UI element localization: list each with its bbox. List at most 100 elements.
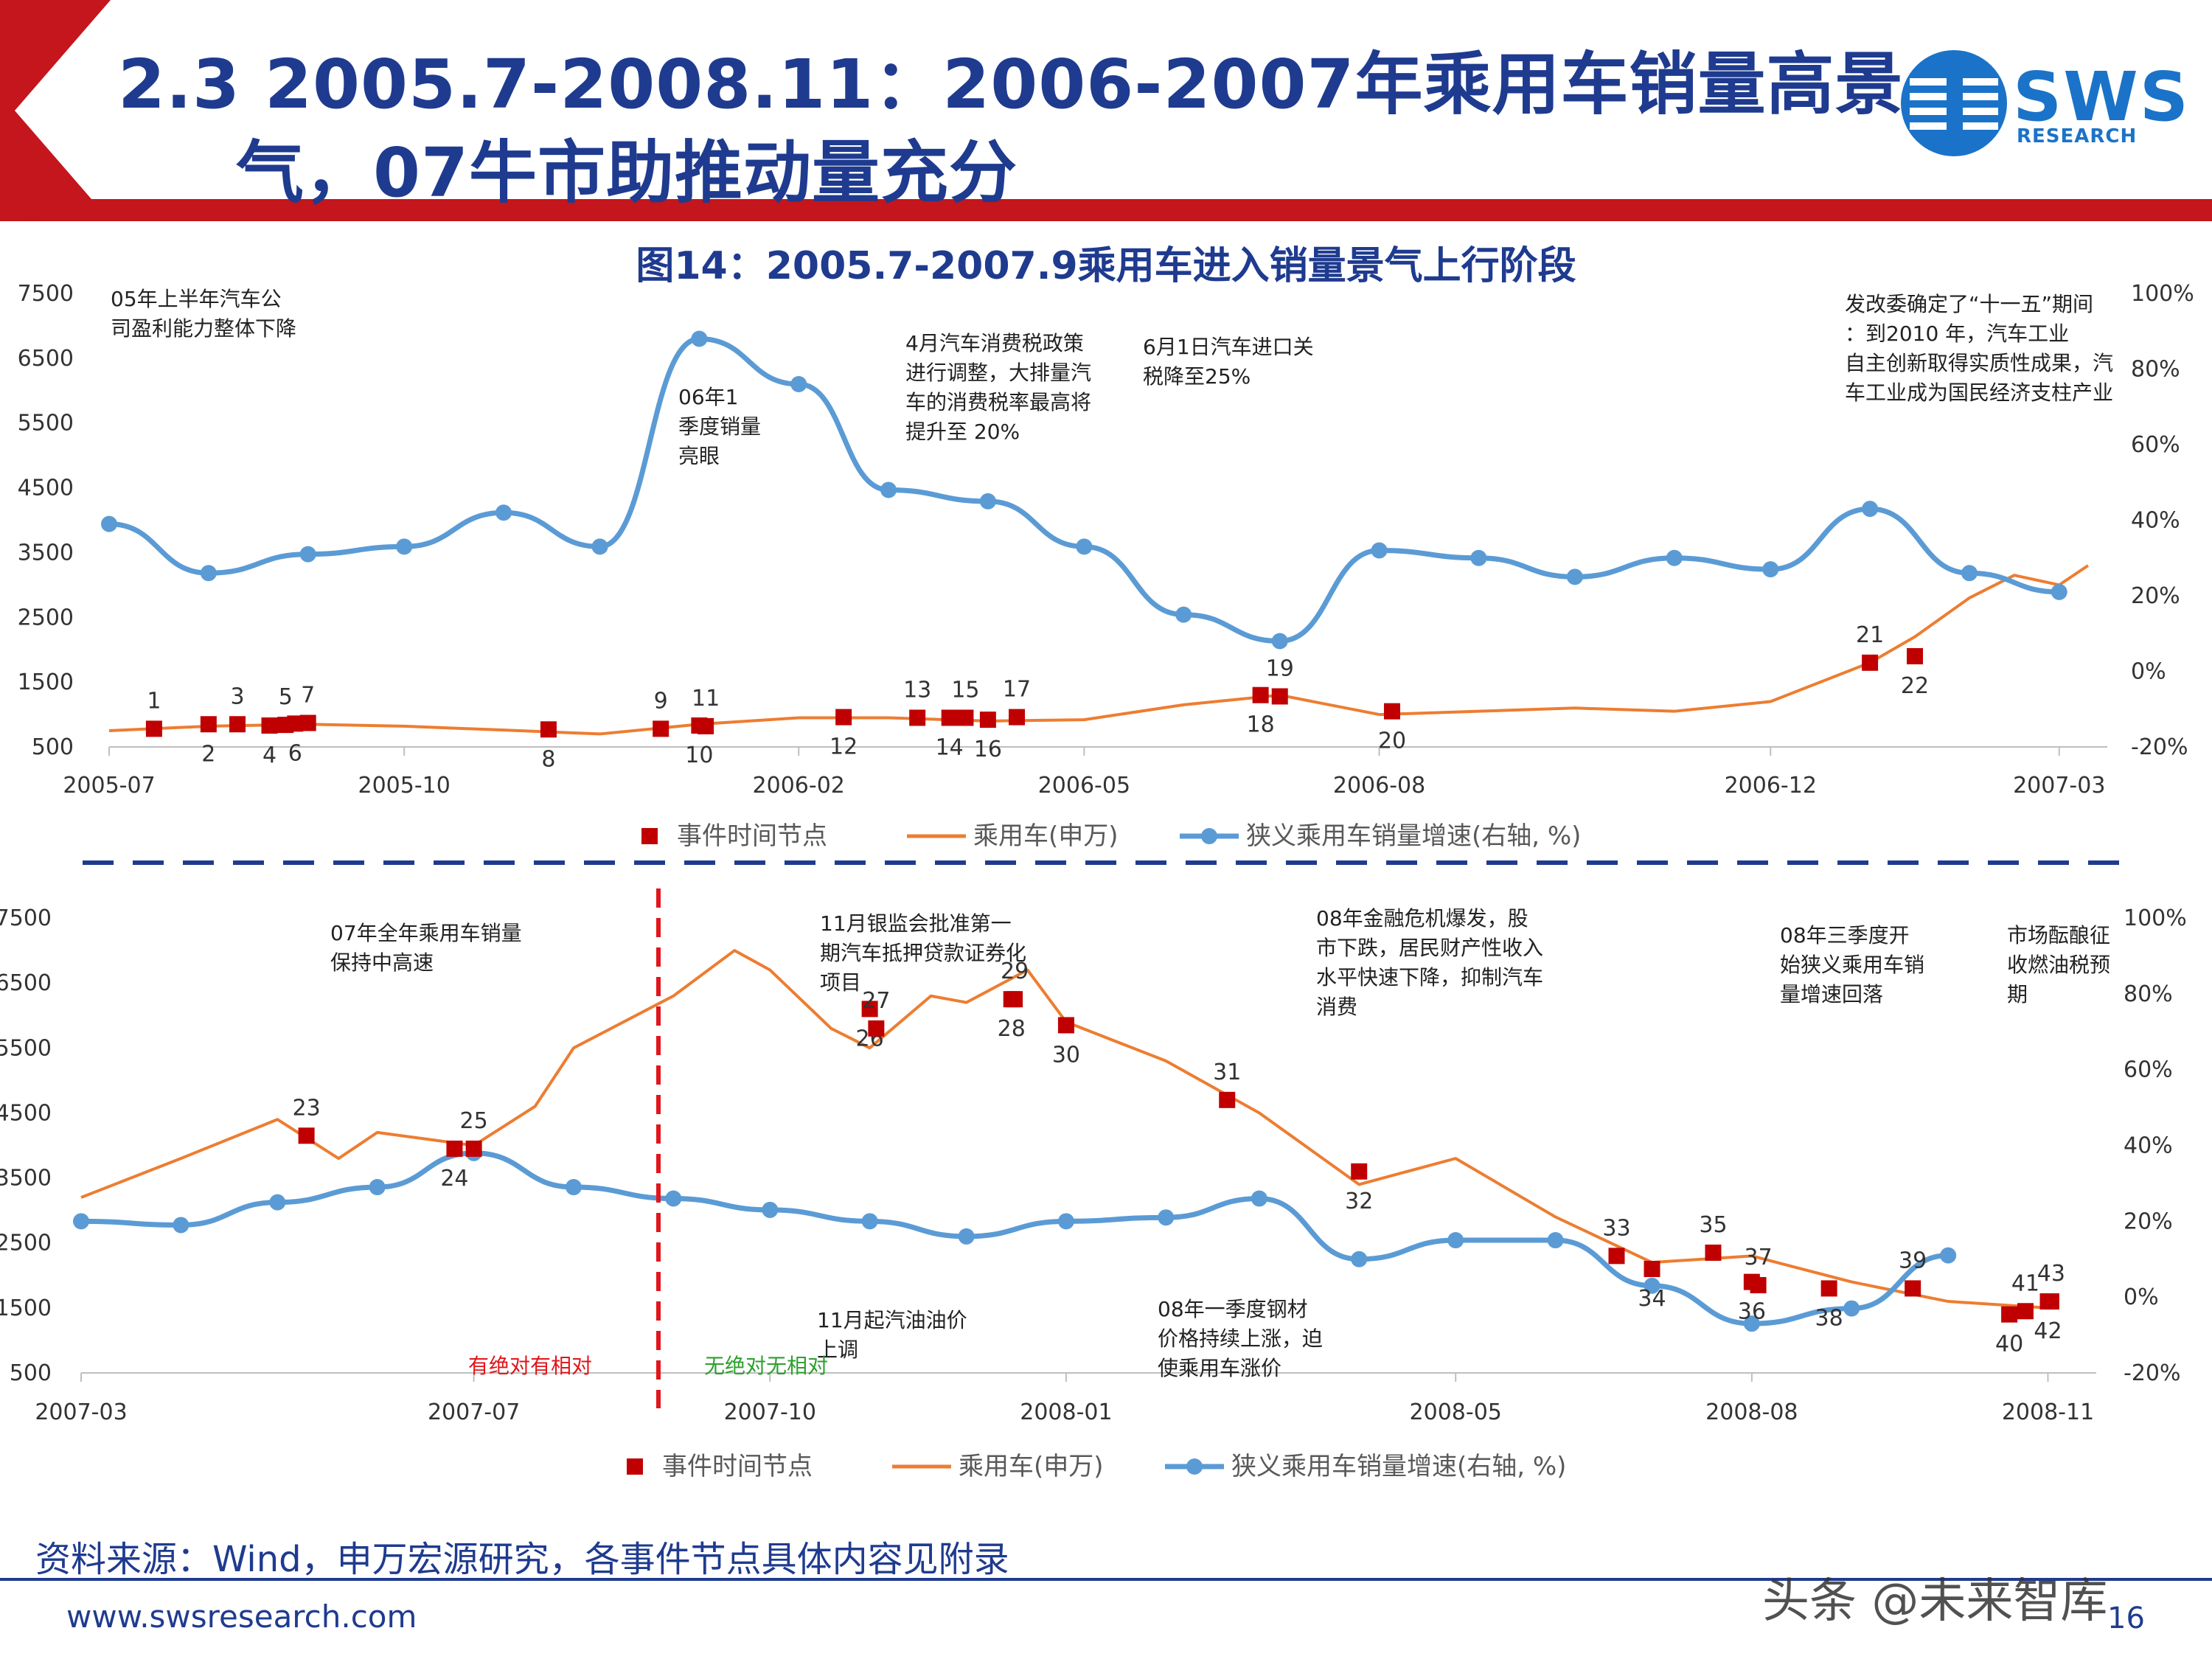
annotation-text: 期汽车抵押贷款证券化: [820, 941, 1026, 965]
y-left-tick-label: 4500: [18, 476, 74, 501]
event-label: 25: [460, 1108, 488, 1134]
slide-title-line2: 气，07牛市助推动量充分: [236, 133, 1018, 212]
sales-growth-point: [762, 1201, 779, 1218]
event-label: 16: [974, 737, 1002, 762]
sales-growth-point: [1862, 501, 1879, 518]
event-label: 33: [1602, 1215, 1630, 1241]
sales-growth-point: [861, 1213, 878, 1230]
event-label: 27: [862, 988, 890, 1014]
event-label: 4: [262, 742, 276, 768]
event-marker: [1219, 1091, 1236, 1108]
annotation-text: 06年1: [678, 385, 738, 409]
y-right-tick-label: -20%: [2124, 1360, 2181, 1386]
event-marker: [1705, 1244, 1722, 1261]
event-marker: [2001, 1306, 2018, 1323]
event-label: 3: [230, 684, 244, 709]
y-right-tick-label: 80%: [2124, 981, 2173, 1007]
sales-growth-point: [691, 330, 708, 347]
event-marker: [868, 1020, 885, 1037]
y-right-tick-label: 40%: [2124, 1133, 2173, 1159]
sales-growth-line: [80, 1150, 1949, 1326]
annotation-text: 进行调整，大排量汽: [905, 361, 1091, 385]
event-label: 10: [685, 742, 713, 768]
annotation-text: 收燃油税预: [2007, 953, 2110, 977]
header-band: [0, 0, 2212, 221]
event-label: 37: [1744, 1245, 1772, 1270]
y-left-tick-label: 4500: [0, 1100, 52, 1126]
event-label: 19: [1266, 655, 1294, 681]
event-label: 11: [692, 686, 720, 712]
x-tick-label: 2008-08: [1705, 1399, 1798, 1425]
annotation-text: 08年金融危机爆发，股: [1316, 906, 1528, 931]
annotation-text: 季度销量: [678, 414, 761, 439]
annotation-text: 上调: [817, 1338, 858, 1362]
sales-growth-point: [880, 481, 897, 498]
sales-growth-point: [665, 1190, 682, 1207]
annotation-text: 自主创新取得实质性成果，汽: [1845, 351, 2113, 375]
y-right-tick-label: 80%: [2131, 357, 2180, 383]
y-right-tick-label: 0%: [2124, 1284, 2159, 1310]
event-marker: [1057, 1017, 1074, 1034]
y-left-tick-label: 3500: [18, 540, 74, 566]
event-label: 22: [1901, 673, 1929, 699]
legend-event-swatch: [641, 828, 658, 844]
event-label: 2: [201, 741, 215, 767]
legend-index-label: 乘用车(申万): [973, 821, 1119, 851]
event-marker: [261, 717, 278, 734]
legend-event-label: 事件时间节点: [677, 821, 827, 851]
figure-title: 图14：2005.7-2007.9乘用车进入销量景气上行阶段: [636, 244, 1576, 288]
sws-logo-icon: [1901, 50, 2007, 156]
x-tick-label: 2008-11: [2002, 1399, 2094, 1425]
y-left-tick-label: 500: [32, 734, 74, 760]
event-label: 31: [1213, 1060, 1241, 1085]
event-marker: [1905, 1280, 1921, 1297]
annotation-text: 水平快速下降，抑制汽车: [1316, 965, 1543, 990]
annotation-text: 使乘用车涨价: [1158, 1356, 1281, 1380]
y-left-tick-label: 5500: [18, 411, 74, 437]
event-marker: [941, 709, 958, 726]
event-marker: [2017, 1303, 2034, 1320]
annotation-text: 提升至 20%: [905, 420, 1020, 444]
y-right-tick-label: 100%: [2124, 905, 2187, 931]
event-marker: [1644, 1260, 1660, 1277]
y-right-tick-label: 40%: [2131, 508, 2180, 534]
sales-growth-point: [1566, 568, 1583, 585]
sales-growth-point: [101, 515, 117, 532]
sales-growth-point: [1447, 1232, 1464, 1249]
annotation-text: 始狭义乘用车销: [1780, 953, 1924, 977]
passenger-car-index-line: [108, 564, 2090, 736]
event-marker: [298, 1127, 315, 1144]
annotation-text: 11月起汽油油价: [817, 1308, 967, 1332]
event-label: 21: [1856, 622, 1884, 648]
sales-growth-point: [1843, 1300, 1860, 1317]
sales-growth-point: [1470, 549, 1487, 566]
slide-title-line1: 2.3 2005.7-2008.11：2006-2007年乘用车销量高景: [118, 45, 1904, 124]
sales-growth-point: [173, 1217, 189, 1234]
event-label: 12: [830, 734, 858, 760]
x-tick-label: 2005-07: [63, 773, 155, 799]
sales-growth-point: [591, 538, 608, 555]
sales-growth-point: [1351, 1251, 1368, 1267]
sales-growth-point: [2051, 583, 2067, 600]
event-marker: [1862, 654, 1879, 671]
annotation-text: 发改委确定了“十一五”期间: [1845, 292, 2093, 316]
event-marker: [287, 715, 304, 732]
sales-growth-point: [369, 1179, 386, 1196]
legend-growth-label: 狭义乘用车销量增速(右轴, %): [1231, 1452, 1566, 1481]
website-link[interactable]: www.swsresearch.com: [66, 1599, 417, 1635]
event-label: 32: [1345, 1189, 1373, 1214]
y-left-tick-label: 2500: [18, 605, 74, 630]
annotation-text: 车的消费税率最高将: [905, 390, 1091, 414]
bottom-rule: [0, 1578, 2212, 1581]
red-bar-bottom: [29, 199, 2212, 221]
event-marker: [1271, 688, 1288, 705]
event-marker: [1820, 1280, 1837, 1297]
event-label: 23: [293, 1095, 321, 1121]
annotation-text: 07年全年乘用车销量: [330, 921, 522, 945]
event-marker: [1750, 1277, 1767, 1294]
event-label: 7: [301, 682, 315, 708]
charts-canvas: 2005-07 2005-10 2006-02 2006-05 2006-08 2006-…: [0, 281, 2194, 1481]
sales-growth-point: [1666, 549, 1683, 566]
event-marker: [861, 1001, 878, 1018]
sales-growth-point: [1762, 561, 1779, 578]
